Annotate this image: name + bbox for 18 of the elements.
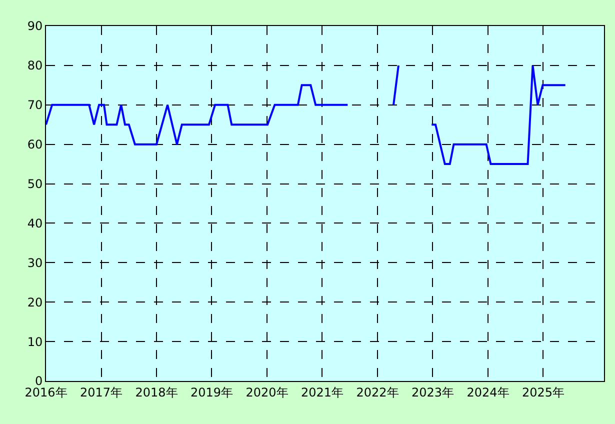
y-tick-label: 50 [27, 176, 43, 191]
x-tick-label: 2024年 [466, 385, 510, 400]
x-tick-label: 2022年 [356, 385, 399, 400]
x-tick-label: 2021年 [300, 385, 344, 400]
x-tick-label: 2018年 [135, 385, 178, 400]
y-tick-label: 60 [27, 138, 43, 152]
y-tick-label: 10 [27, 334, 43, 349]
x-tick-label: 2020年 [246, 385, 288, 400]
y-tick-label: 80 [27, 58, 43, 73]
x-tick-label: 2017年 [80, 385, 123, 400]
x-tick-label: 2025年 [522, 385, 565, 400]
y-tick-label: 30 [27, 256, 43, 270]
y-tick-label: 90 [27, 19, 43, 34]
x-tick-label: 2023年 [411, 385, 454, 400]
y-tick-label: 70 [27, 98, 43, 112]
y-tick-label: 20 [27, 295, 43, 310]
y-tick-label: 40 [27, 216, 43, 230]
x-tick-label: 2019年 [190, 385, 234, 400]
